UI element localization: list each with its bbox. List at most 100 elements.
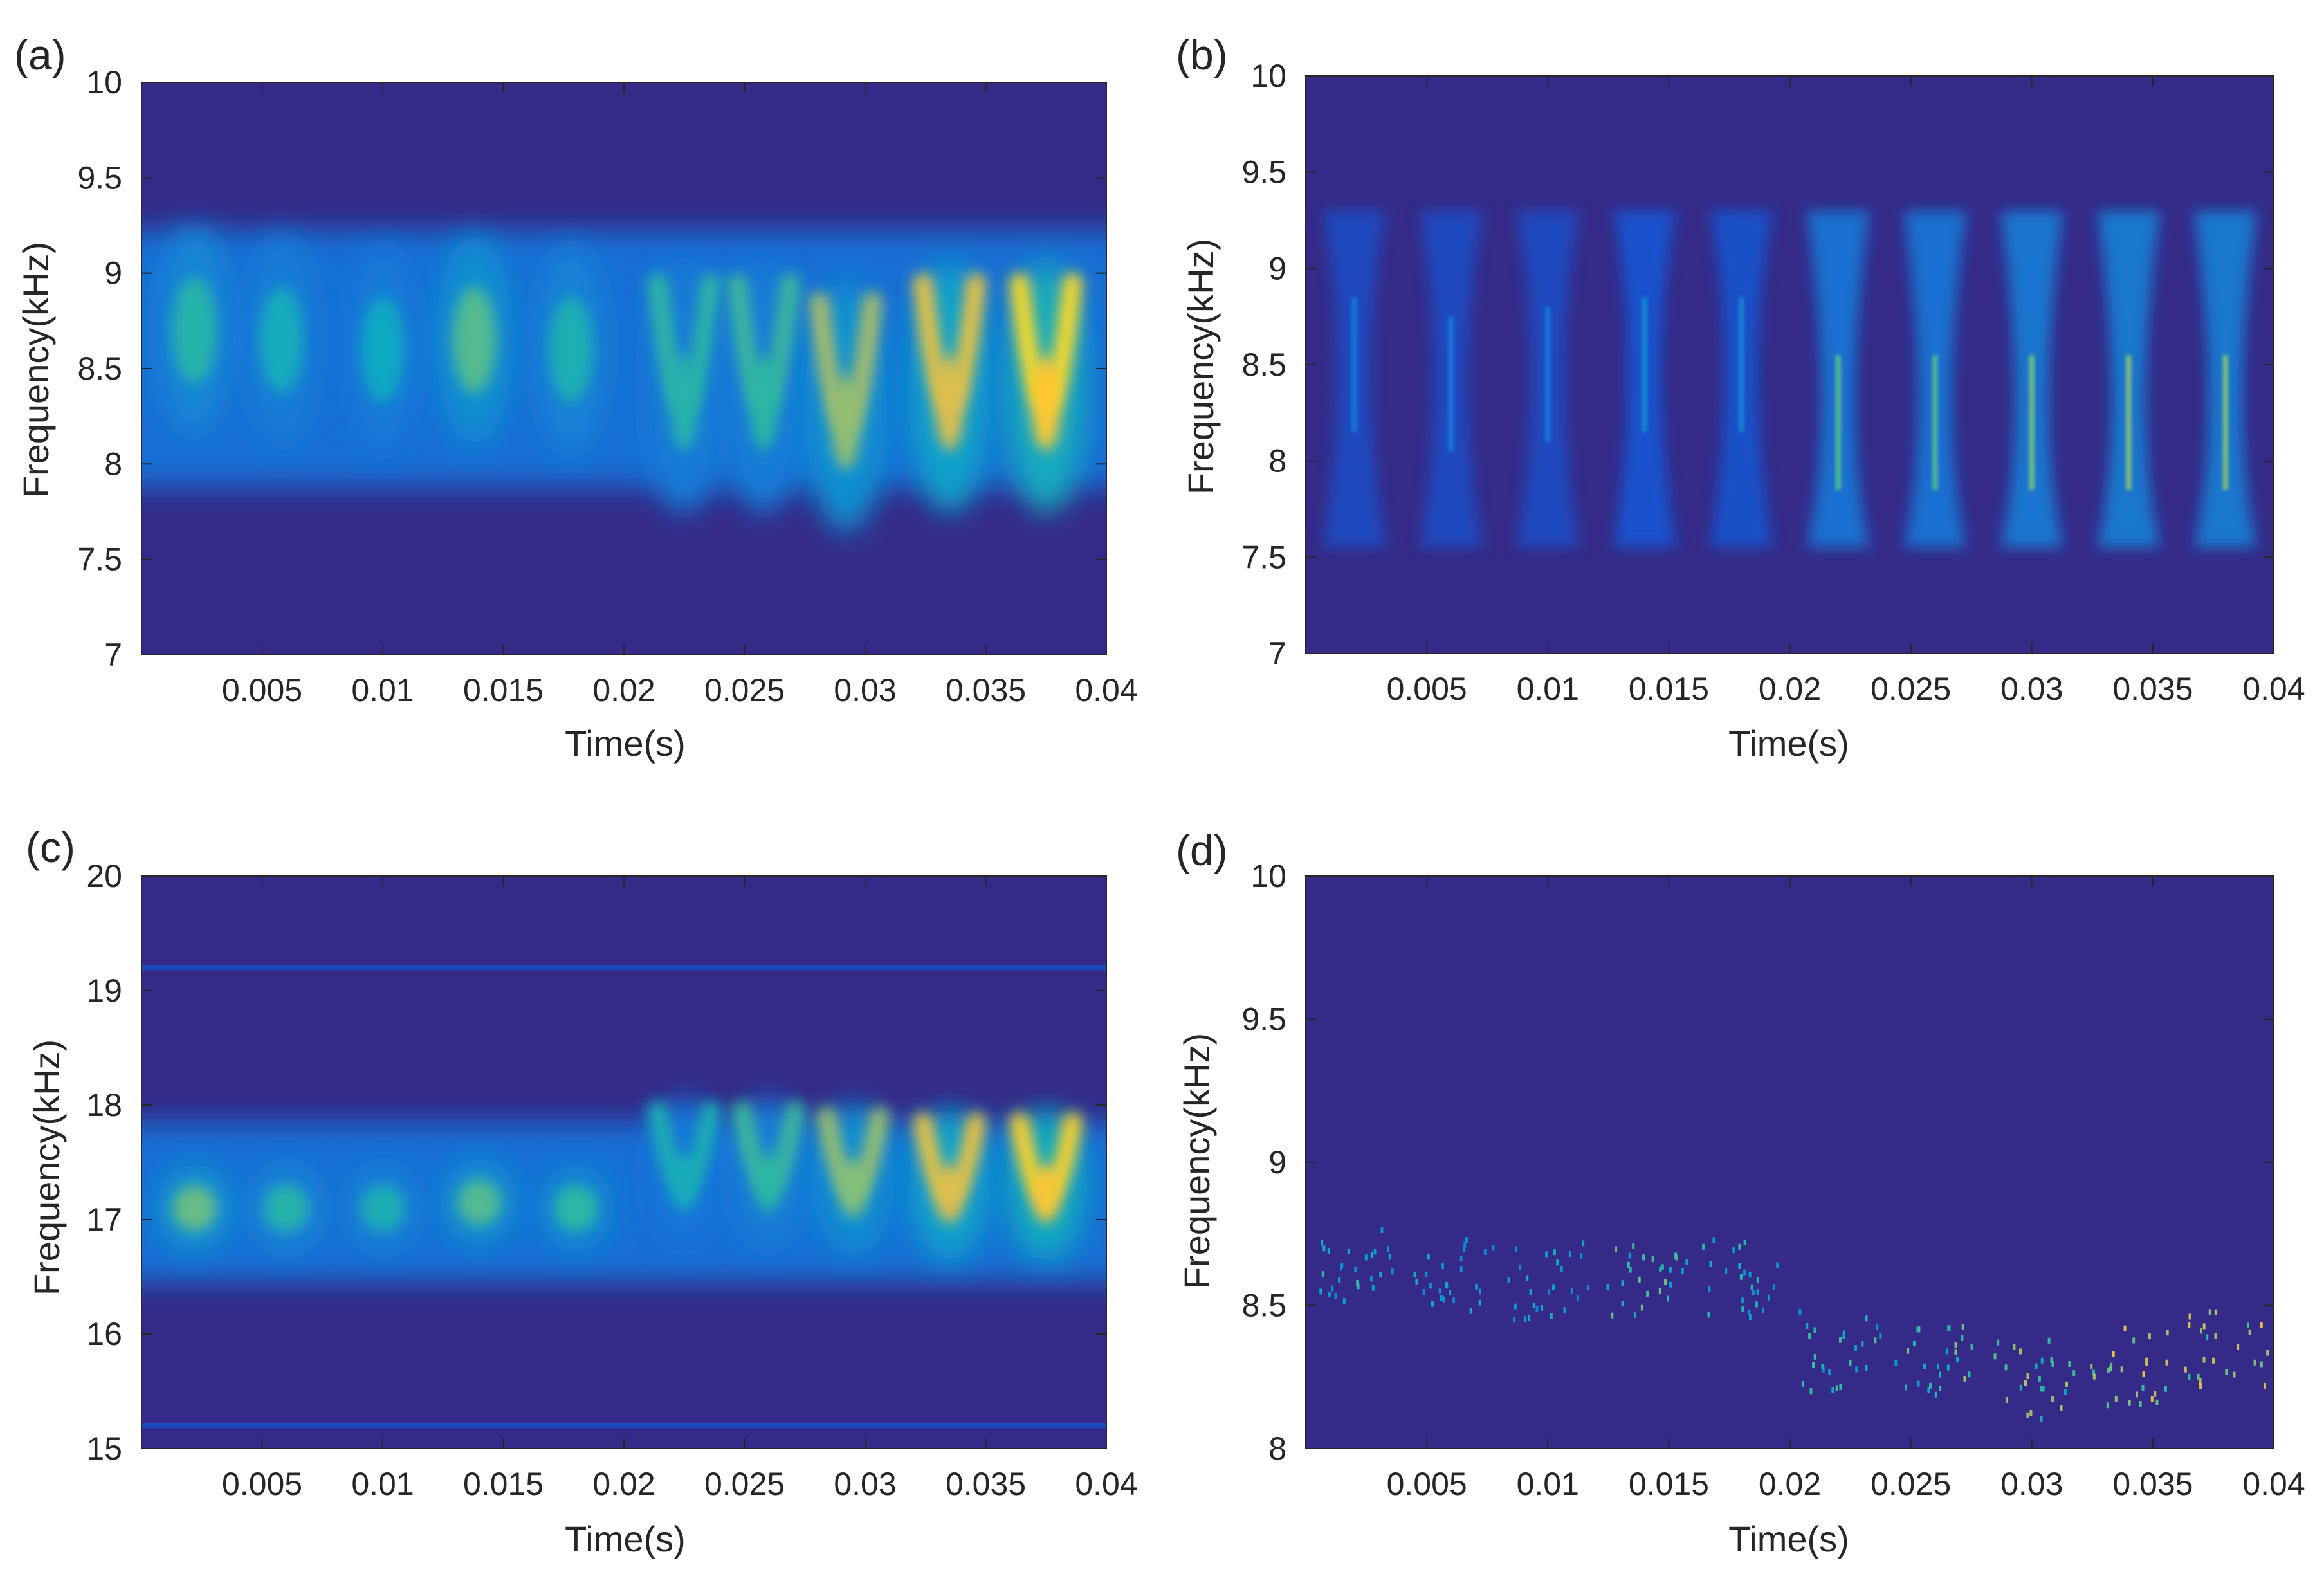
xtick-label-c-0: 0.005 bbox=[222, 1466, 302, 1502]
ytick-label-b-0: 7 bbox=[1268, 636, 1286, 672]
xtick-label-d-3: 0.02 bbox=[1759, 1466, 1821, 1502]
feature-c-7 bbox=[812, 1104, 894, 1256]
xlabel-a: Time(s) bbox=[565, 723, 686, 764]
feature-b-6 bbox=[1903, 210, 1967, 548]
feature-a-2 bbox=[344, 244, 421, 455]
feature-a-4 bbox=[532, 244, 610, 455]
panel-c: (c) 15 16 17 18 19 20 0.005 0.01 0.015 0.02 0.025… bbox=[26, 823, 1138, 1559]
xtick-label-c-3: 0.02 bbox=[592, 1466, 655, 1502]
ylabel-c: Frequency(kHz) bbox=[26, 1039, 67, 1295]
ytick-label-d-1: 8.5 bbox=[1241, 1288, 1286, 1324]
feature-a-9 bbox=[1005, 261, 1087, 514]
feature-a-3 bbox=[435, 235, 513, 445]
xtick-label-a-0: 0.005 bbox=[222, 672, 302, 708]
xtick-label-a-4: 0.025 bbox=[704, 672, 785, 708]
xtick-label-c-4: 0.025 bbox=[704, 1466, 785, 1502]
ytick-label-b-3: 8.5 bbox=[1241, 347, 1286, 383]
feature-c-9 bbox=[1005, 1110, 1087, 1261]
ytick-label-c-5: 20 bbox=[86, 858, 122, 894]
panel-label-a: (a) bbox=[14, 31, 66, 78]
xtick-label-d-1: 0.01 bbox=[1517, 1466, 1579, 1502]
xtick-label-b-7: 0.04 bbox=[2242, 671, 2305, 707]
plot-area-c bbox=[142, 876, 1106, 1449]
feature-a-0 bbox=[156, 225, 233, 435]
xtick-label-d-4: 0.025 bbox=[1871, 1466, 1951, 1502]
feature-d-8 bbox=[2090, 1325, 2169, 1409]
ytick-label-b-1: 7.5 bbox=[1241, 539, 1286, 575]
xtick-label-b-2: 0.015 bbox=[1629, 671, 1709, 707]
ytick-label-c-0: 15 bbox=[86, 1431, 122, 1467]
ytick-label-b-2: 8 bbox=[1268, 443, 1286, 479]
xtick-label-b-3: 0.02 bbox=[1759, 671, 1821, 707]
xlabel-c: Time(s) bbox=[565, 1519, 686, 1559]
ylabel-d: Frequency(kHz) bbox=[1176, 1033, 1217, 1289]
yticks-a: 7 7.5 8 8.5 9 9.5 10 bbox=[77, 64, 1106, 673]
xtick-label-c-5: 0.03 bbox=[834, 1466, 896, 1502]
panel-b: (b) 77.588.599.510 0.005 0.01 0.015 0.02 0.0… bbox=[1176, 31, 2305, 764]
feature-b-5 bbox=[1806, 210, 1870, 548]
feature-c-2 bbox=[344, 1164, 421, 1252]
ytick-label-a-5: 9.5 bbox=[77, 160, 122, 196]
feature-a-8 bbox=[908, 261, 991, 514]
ylabel-a: Frequency(kHz) bbox=[15, 242, 56, 498]
heatmap-background-d bbox=[1306, 876, 2274, 1449]
xtick-label-a-7: 0.04 bbox=[1075, 672, 1137, 708]
plot-area-b bbox=[1306, 76, 2274, 654]
feature-d-3 bbox=[1606, 1243, 1688, 1319]
ytick-label-a-1: 7.5 bbox=[77, 542, 122, 578]
feature-b-9 bbox=[2193, 210, 2257, 548]
ytick-label-b-6: 10 bbox=[1250, 58, 1286, 94]
panel-label-b: (b) bbox=[1176, 31, 1228, 78]
xtick-label-a-1: 0.01 bbox=[351, 672, 414, 708]
ytick-label-c-2: 17 bbox=[86, 1202, 122, 1238]
feature-d-6 bbox=[1894, 1323, 1973, 1398]
faint-line-c-1 bbox=[142, 1423, 1106, 1429]
feature-c-3 bbox=[441, 1158, 518, 1246]
feature-a-5 bbox=[643, 261, 726, 514]
xtick-label-a-2: 0.015 bbox=[463, 672, 544, 708]
feature-d-1 bbox=[1413, 1237, 1495, 1314]
xticks-d: 0.005 0.01 0.015 0.02 0.025 0.03 0.035 0.04 bbox=[1387, 876, 2305, 1502]
feature-a-7 bbox=[805, 280, 887, 533]
ytick-label-a-4: 9 bbox=[104, 255, 122, 291]
feature-c-0 bbox=[156, 1164, 233, 1252]
ytick-label-c-1: 16 bbox=[86, 1316, 122, 1352]
yticks-b: 7 7.5 8 8.5 9 9.5 10 bbox=[1241, 58, 2274, 672]
feature-c-4 bbox=[537, 1164, 614, 1252]
feature-d-7 bbox=[1993, 1337, 2076, 1422]
xtick-label-a-5: 0.03 bbox=[834, 672, 896, 708]
feature-a-1 bbox=[242, 235, 320, 445]
xtick-label-b-0: 0.005 bbox=[1387, 671, 1467, 707]
feature-d-9 bbox=[2184, 1309, 2269, 1389]
feature-d-5 bbox=[1798, 1308, 1882, 1395]
ytick-label-a-3: 8.5 bbox=[77, 351, 122, 387]
feature-c-5 bbox=[643, 1098, 726, 1250]
xtick-label-c-1: 0.01 bbox=[351, 1466, 414, 1502]
yticks-d: 8 8.5 9 9.5 10 bbox=[1241, 858, 2274, 1467]
ytick-label-c-4: 19 bbox=[86, 973, 122, 1009]
panel-a: (a) 77.588.599.510 0.005 0.01 0.015 0.02 0.0… bbox=[14, 31, 1138, 764]
yticks-c: 15 16 17 18 19 20 bbox=[86, 858, 1106, 1467]
feature-c-6 bbox=[727, 1098, 810, 1250]
xticks-c: 0.005 0.01 0.015 0.02 0.025 0.03 0.035 0.04 bbox=[222, 876, 1138, 1502]
xtick-label-d-2: 0.015 bbox=[1629, 1466, 1709, 1502]
feature-b-0 bbox=[1322, 210, 1386, 548]
feature-b-3 bbox=[1613, 210, 1676, 548]
faint-line-c-0 bbox=[142, 965, 1106, 971]
xtick-label-b-4: 0.025 bbox=[1871, 671, 1951, 707]
feature-b-7 bbox=[2000, 210, 2063, 548]
xtick-label-d-5: 0.03 bbox=[2000, 1466, 2063, 1502]
xtick-label-d-7: 0.04 bbox=[2242, 1466, 2305, 1502]
xtick-label-d-0: 0.005 bbox=[1387, 1466, 1467, 1502]
panel-label-c: (c) bbox=[26, 823, 75, 871]
plot-area-a bbox=[142, 82, 1106, 655]
ytick-label-d-2: 9 bbox=[1268, 1144, 1286, 1180]
ytick-label-b-4: 9 bbox=[1268, 250, 1286, 286]
ytick-label-d-3: 9.5 bbox=[1241, 1002, 1286, 1038]
ytick-label-a-6: 10 bbox=[86, 64, 122, 100]
xlabel-d: Time(s) bbox=[1728, 1519, 1849, 1559]
ytick-label-a-2: 8 bbox=[104, 446, 122, 482]
feature-d-4 bbox=[1702, 1237, 1779, 1320]
xtick-label-b-6: 0.035 bbox=[2112, 671, 2193, 707]
ytick-label-c-3: 18 bbox=[86, 1087, 122, 1123]
